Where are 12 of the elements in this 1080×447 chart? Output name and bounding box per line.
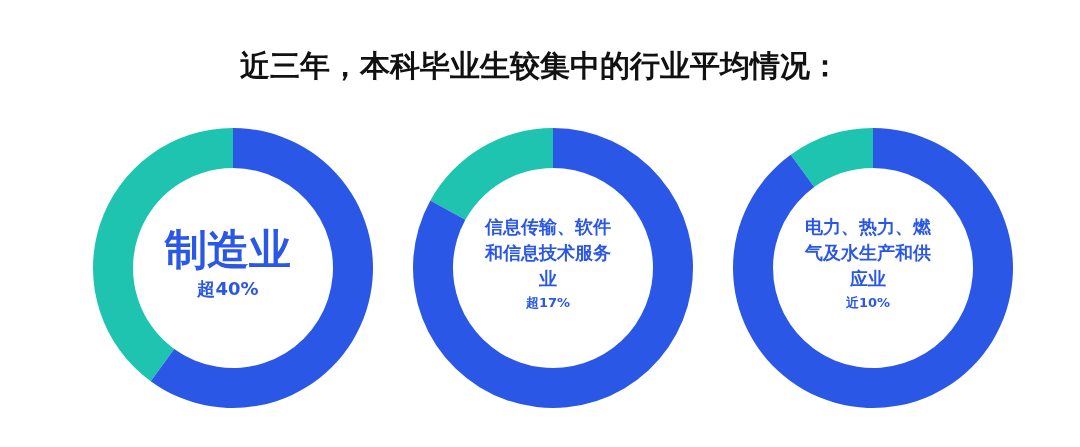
donut-slice (413, 128, 693, 408)
donut-slice (430, 128, 553, 220)
slice-label: 制造业 (163, 225, 292, 275)
donut-slice (150, 128, 373, 408)
text: 近三年，本科毕业生较集中的行业平均情况： (239, 47, 841, 85)
data-label: 超17% (525, 294, 571, 312)
data-label: 近10% (845, 294, 891, 312)
donut-slice (733, 128, 1013, 408)
slice-label: 电力、热力、燃气及水生产和供应业 (804, 215, 932, 291)
donut-slice (790, 128, 873, 188)
data-label: 超40% (197, 277, 259, 301)
slice-label: 信息传输、软件和信息技术服务业 (483, 215, 612, 291)
